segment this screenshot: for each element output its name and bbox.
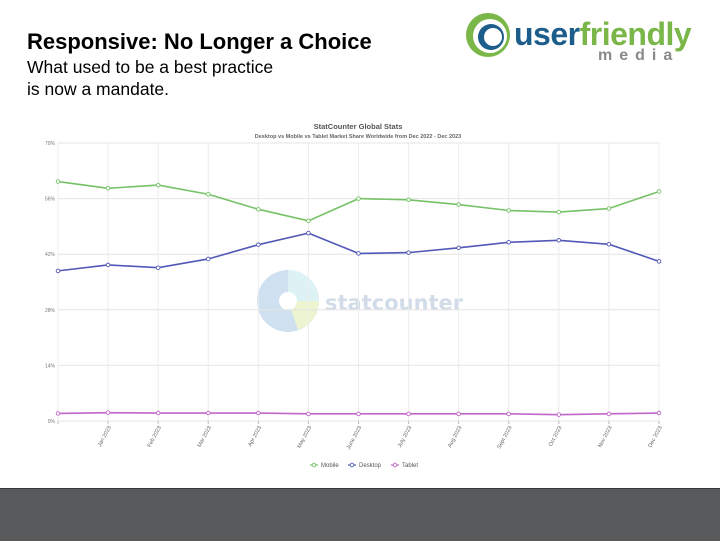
x-tick-label: Oct 2023 <box>548 425 564 448</box>
slide-subtitle: What used to be a best practice is now a… <box>27 56 347 100</box>
chart-subtitle: Desktop vs Mobile vs Tablet Market Share… <box>255 134 461 140</box>
data-point-mobile <box>656 189 662 194</box>
market-share-chart: StatCounter Global Stats Desktop vs Mobi… <box>45 122 664 469</box>
data-point-mobile <box>506 208 512 213</box>
legend-swatch-mobile <box>311 462 317 468</box>
logo-word-user: user <box>514 16 580 52</box>
x-tick-label: Mar 2023 <box>197 425 213 448</box>
logo-word-media: media <box>598 47 679 64</box>
data-point-desktop <box>55 268 61 274</box>
data-point-tablet <box>406 411 411 417</box>
legend-swatch-tablet <box>392 462 398 468</box>
x-tick-label: Nov 2023 <box>597 425 613 449</box>
y-tick-label: 14% <box>45 363 56 369</box>
data-point-mobile <box>306 218 311 224</box>
series-desktop <box>55 230 662 274</box>
footer-bar <box>0 488 720 541</box>
data-point-tablet <box>306 411 311 417</box>
logo-word-friendly: friendly <box>580 16 692 52</box>
legend-swatch-desktop <box>349 462 355 468</box>
y-tick-label: 28% <box>45 308 56 314</box>
data-point-tablet <box>105 410 111 415</box>
data-point-mobile <box>105 186 111 191</box>
data-point-tablet <box>205 410 211 416</box>
userfriendly-media-logo: userfriendly media <box>466 13 692 64</box>
series-tablet <box>55 410 662 417</box>
data-point-desktop <box>556 238 562 243</box>
watermark-pie-green <box>288 301 319 330</box>
chart-title: StatCounter Global Stats <box>314 122 403 131</box>
data-point-mobile <box>205 191 211 197</box>
statcounter-watermark: statcounter <box>257 270 464 332</box>
data-point-desktop <box>406 250 411 255</box>
data-point-tablet <box>256 410 261 416</box>
x-tick-label: Aug 2023 <box>447 425 463 449</box>
x-tick-label: May 2023 <box>297 425 314 449</box>
data-point-tablet <box>456 411 461 417</box>
subtitle-line-1: What used to be a best practice <box>27 57 274 77</box>
data-point-desktop <box>306 230 311 236</box>
data-point-desktop <box>356 251 361 256</box>
watermark-pie-cyan <box>288 270 319 301</box>
data-point-mobile <box>155 182 161 188</box>
data-point-mobile <box>456 202 461 207</box>
data-point-desktop <box>606 242 612 247</box>
data-point-desktop <box>205 256 211 262</box>
legend-label-desktop: Desktop <box>359 463 382 469</box>
x-tick-label: July 2023 <box>397 425 413 449</box>
x-tick-label: Apr 2023 <box>247 425 263 448</box>
data-point-tablet <box>556 412 562 417</box>
data-point-tablet <box>656 410 662 416</box>
slide-title: Responsive: No Longer a Choice <box>27 29 372 54</box>
data-point-tablet <box>606 411 612 417</box>
legend-label-mobile: Mobile <box>321 463 339 469</box>
x-tick-label: Feb 2023 <box>147 425 163 448</box>
subtitle-line-2: is now a mandate. <box>27 79 170 99</box>
logo-ring-center <box>484 28 502 46</box>
x-tick-label: June 2023 <box>346 425 363 451</box>
data-point-tablet <box>356 411 361 417</box>
y-tick-label: 0% <box>48 419 56 425</box>
y-tick-label: 70% <box>45 141 56 147</box>
data-point-mobile <box>606 206 612 211</box>
y-tick-label: 56% <box>45 197 56 203</box>
data-point-desktop <box>506 240 512 245</box>
data-point-desktop <box>456 245 461 251</box>
x-tick-label: Sept 2023 <box>496 425 513 450</box>
data-point-desktop <box>155 265 161 270</box>
data-point-tablet <box>506 411 512 417</box>
data-point-mobile <box>556 209 562 215</box>
data-point-mobile <box>356 196 361 201</box>
data-point-mobile <box>406 197 411 203</box>
data-point-desktop <box>656 259 662 264</box>
data-point-tablet <box>155 410 161 416</box>
watermark-pie-hole <box>279 292 297 310</box>
data-point-mobile <box>55 179 61 184</box>
data-point-tablet <box>55 411 61 416</box>
legend-label-tablet: Tablet <box>402 463 418 469</box>
data-point-desktop <box>256 242 261 247</box>
data-point-mobile <box>256 207 261 212</box>
watermark-text: statcounter <box>325 291 464 315</box>
series-mobile <box>55 179 662 224</box>
x-tick-label: Jan 2023 <box>97 425 113 448</box>
svg-text:userfriendly: userfriendly <box>514 16 692 52</box>
x-tick-label: Dec 2023 <box>647 425 663 449</box>
y-tick-label: 42% <box>45 252 56 258</box>
data-point-desktop <box>105 262 111 268</box>
